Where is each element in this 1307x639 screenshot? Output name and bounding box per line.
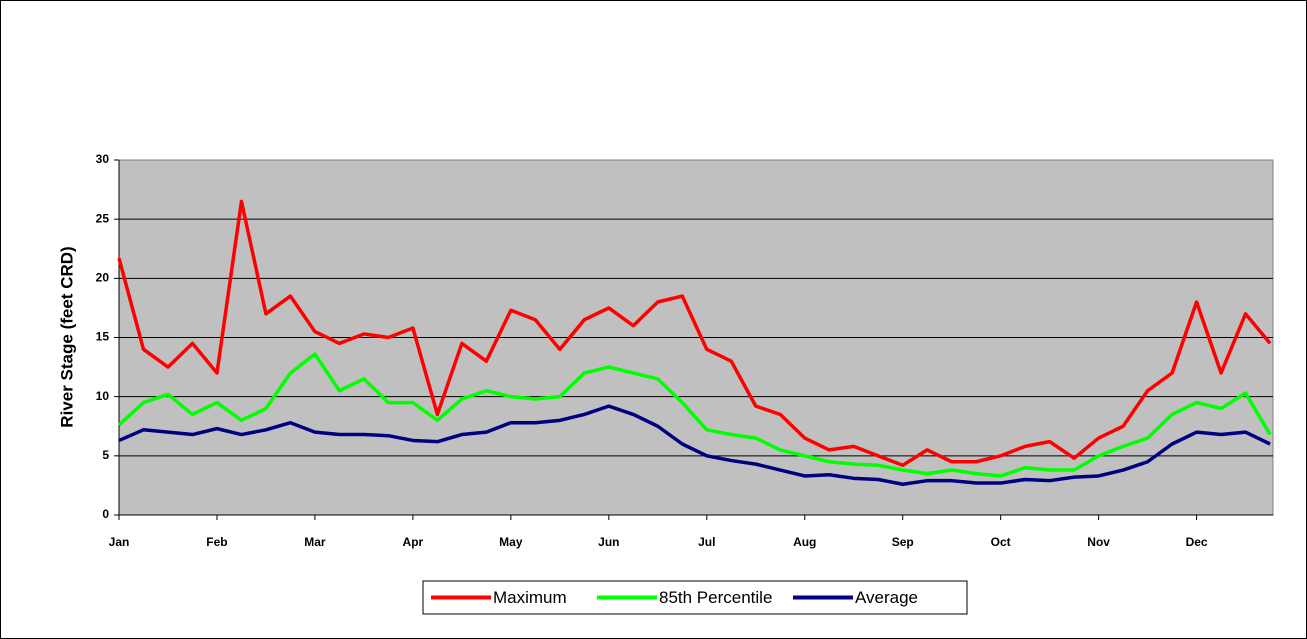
x-tick-label: Aug xyxy=(793,535,816,549)
data-line xyxy=(117,199,1272,468)
y-tick-label: 30 xyxy=(96,152,110,166)
legend-box xyxy=(422,580,968,615)
x-tick-label: Sep xyxy=(892,535,914,549)
y-tick-label: 10 xyxy=(96,389,110,403)
legend-label: 85th Percentile xyxy=(659,588,772,607)
y-tick-label: 0 xyxy=(102,507,109,521)
x-tick-label: Nov xyxy=(1087,535,1110,549)
x-tick-label: Dec xyxy=(1186,535,1208,549)
y-tick-label: 20 xyxy=(96,271,110,285)
data-line xyxy=(118,404,1271,486)
x-tick-label: Jul xyxy=(698,535,715,549)
x-tick-label: Jan xyxy=(109,535,130,549)
data-line xyxy=(117,352,1272,478)
legend-label: Maximum xyxy=(493,588,567,607)
y-tick-label: 15 xyxy=(96,330,110,344)
x-tick-label: Apr xyxy=(403,535,424,549)
x-tick-label: Feb xyxy=(206,535,227,549)
y-tick-label: 5 xyxy=(102,448,109,462)
x-tick-label: Jun xyxy=(598,535,619,549)
y-tick-label: 25 xyxy=(96,211,110,225)
y-axis-title: River Stage (feet CRD) xyxy=(57,246,76,427)
x-tick-label: Oct xyxy=(991,535,1011,549)
x-tick-label: Mar xyxy=(304,535,326,549)
x-tick-label: May xyxy=(499,535,523,549)
legend-label: Average xyxy=(855,588,918,607)
